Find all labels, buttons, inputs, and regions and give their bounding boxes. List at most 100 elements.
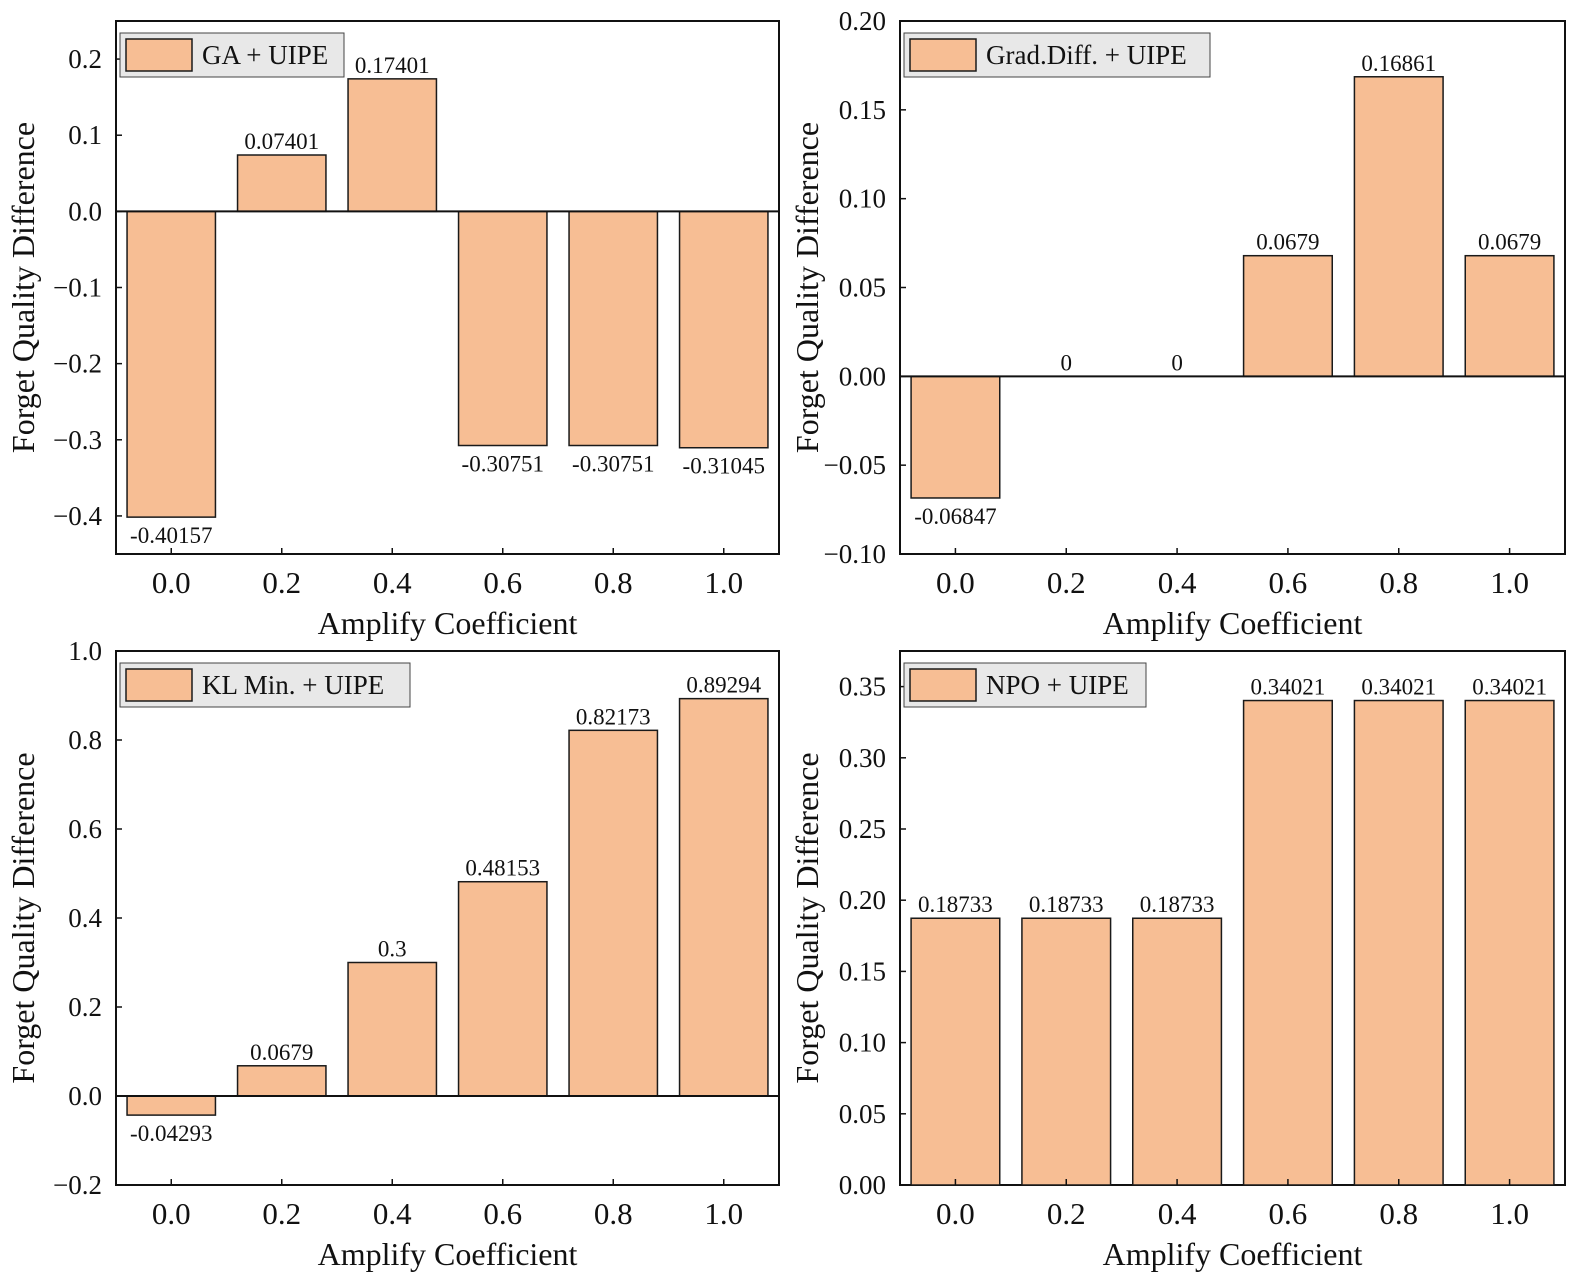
- chart-panel-3: 1.0 0.8 0.6 0.4 0.2 0.0 −0.2 -0.04293 0.0 0.0679 0…: [5, 636, 780, 1272]
- x-tick-label: 0.0: [936, 1196, 975, 1231]
- x-tick-label: 0.2: [1047, 565, 1086, 600]
- bar: [347, 78, 438, 213]
- y-axis-title: Forget Quality Difference: [789, 122, 825, 453]
- legend: GA + UIPE: [119, 32, 345, 78]
- legend-swatch: [125, 38, 193, 72]
- x-tick-label: 0.2: [262, 1196, 301, 1231]
- x-tick-label: 0.6: [483, 565, 522, 600]
- y-tick-label: 0.35: [839, 672, 886, 702]
- legend-label: Grad.Diff. + UIPE: [986, 40, 1187, 70]
- x-tick-label: 0.4: [373, 1196, 412, 1231]
- bar: [1242, 254, 1334, 378]
- bar-value-label: -0.06847: [914, 504, 996, 529]
- y-tick-label: −0.05: [824, 450, 886, 480]
- y-tick-label: 0.2: [68, 44, 102, 74]
- y-tick-label: 0.1: [68, 120, 102, 150]
- x-tick-label: 1.0: [704, 565, 743, 600]
- y-axis-title: Forget Quality Difference: [789, 752, 825, 1083]
- bar-value-label: -0.30751: [462, 452, 544, 477]
- y-tick-label: −0.2: [53, 349, 102, 379]
- legend-label: KL Min. + UIPE: [202, 670, 384, 700]
- legend-swatch: [909, 668, 977, 702]
- x-tick-label: 1.0: [1490, 565, 1529, 600]
- x-tick-label: 0.8: [1379, 565, 1418, 600]
- bar: [910, 375, 1001, 499]
- bar-value-label: 0: [1171, 350, 1183, 375]
- legend-label: GA + UIPE: [202, 40, 328, 70]
- legend-swatch: [125, 668, 193, 702]
- legend: Grad.Diff. + UIPE: [903, 32, 1211, 78]
- x-tick-label: 1.0: [704, 1196, 743, 1231]
- bar-value-label: 0.34021: [1251, 675, 1326, 700]
- y-axis-title: Forget Quality Difference: [5, 752, 41, 1083]
- x-tick-label: 0.8: [1379, 1196, 1418, 1231]
- y-axis-title: Forget Quality Difference: [5, 122, 41, 453]
- y-tick-label: 0.8: [68, 725, 102, 755]
- x-axis-title: Amplify Coefficient: [318, 1236, 578, 1272]
- chart-panel-2: 0.200.150.100.050.00−0.05−0.10-0.068470.…: [789, 6, 1566, 641]
- x-tick-label: 0.0: [936, 565, 975, 600]
- y-tick-label: 0.10: [839, 184, 886, 214]
- bar-value-label: -0.31045: [683, 454, 765, 479]
- bar: [457, 210, 548, 447]
- y-tick-label: 0.4: [68, 903, 102, 933]
- x-tick-label: 1.0: [1490, 1196, 1529, 1231]
- legend: NPO + UIPE: [903, 662, 1147, 708]
- bar: [678, 210, 769, 449]
- x-tick-label: 0.4: [1158, 565, 1197, 600]
- y-tick-label: 0.30: [839, 743, 886, 773]
- bar-value-label: 0.89294: [686, 673, 761, 698]
- y-tick-label: 0.6: [68, 814, 102, 844]
- legend-swatch: [909, 38, 977, 72]
- x-axis-title: Amplify Coefficient: [1103, 605, 1363, 641]
- y-tick-label: 0.20: [839, 6, 886, 36]
- y-tick-label: 0.05: [839, 1099, 886, 1129]
- bar: [126, 210, 217, 518]
- y-tick-label: −0.1: [53, 273, 102, 303]
- x-tick-label: 0.8: [594, 565, 633, 600]
- bar: [126, 1095, 217, 1116]
- bar-value-label: 0.34021: [1472, 675, 1547, 700]
- bar-value-label: -0.30751: [572, 452, 654, 477]
- y-tick-label: −0.10: [824, 539, 886, 569]
- y-tick-label: −0.3: [53, 425, 102, 455]
- bar: [236, 1065, 327, 1097]
- bar-value-label: 0.34021: [1361, 675, 1436, 700]
- chart-panel-1: 0.2 0.1 0.0 −0.1 −0.2 −0.3 −0.4 -0.40157 0.0 0.07…: [5, 20, 780, 641]
- legend-label: NPO + UIPE: [986, 670, 1129, 700]
- bar-value-label: 0.0679: [1256, 230, 1319, 255]
- x-tick-label: 0.8: [594, 1196, 633, 1231]
- y-tick-label: 0.0: [68, 1081, 102, 1111]
- bar-value-label: 0: [1061, 350, 1073, 375]
- bar: [678, 697, 769, 1097]
- bar-value-label: 0.3: [378, 937, 407, 962]
- x-tick-label: 0.0: [152, 565, 191, 600]
- y-tick-label: 0.15: [839, 956, 886, 986]
- x-tick-label: 0.2: [1047, 1196, 1086, 1231]
- y-tick-label: 0.00: [839, 1170, 886, 1200]
- bar-value-label: -0.40157: [130, 523, 212, 548]
- y-tick-label: 0.20: [839, 885, 886, 915]
- bar-value-label: 0.0679: [250, 1040, 313, 1065]
- bar-value-label: 0.17401: [355, 53, 430, 78]
- bar: [347, 961, 438, 1097]
- x-axis-title: Amplify Coefficient: [318, 605, 578, 641]
- x-axis-title: Amplify Coefficient: [1103, 1236, 1363, 1272]
- bar: [1464, 699, 1555, 1186]
- chart-panel-4: 0.35 0.30 0.25 0.20 0.15 0.10 0.05 0.00 0.18733 0…: [789, 650, 1566, 1272]
- y-tick-label: 0.00: [839, 361, 886, 391]
- bar-value-label: 0.18733: [1140, 892, 1215, 917]
- y-tick-label: −0.2: [53, 1170, 102, 1200]
- y-tick-label: 0.10: [839, 1028, 886, 1058]
- bar: [1353, 699, 1444, 1186]
- bar: [1353, 76, 1444, 378]
- x-tick-label: 0.6: [1269, 1196, 1308, 1231]
- x-tick-label: 0.0: [152, 1196, 191, 1231]
- y-tick-label: 0.0: [68, 196, 102, 226]
- bar: [1132, 917, 1223, 1186]
- bar: [568, 729, 659, 1097]
- bar: [236, 154, 327, 213]
- bar-value-label: 0.82173: [576, 704, 651, 729]
- bar-value-label: 0.07401: [244, 129, 319, 154]
